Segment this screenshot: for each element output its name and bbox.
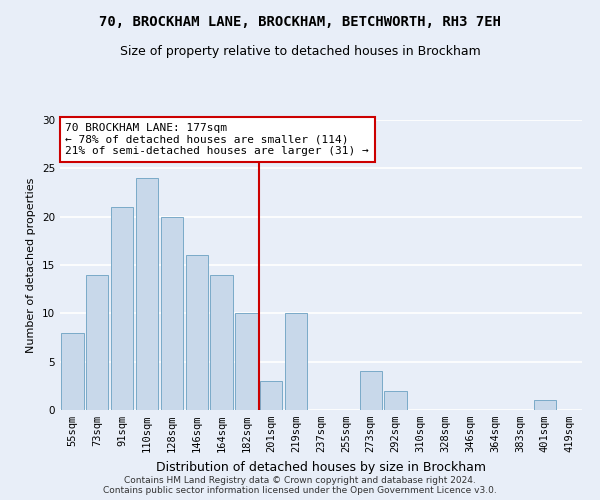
Bar [86, 274, 109, 410]
Bar [235, 314, 257, 410]
Bar [111, 207, 133, 410]
Y-axis label: Number of detached properties: Number of detached properties [26, 178, 37, 352]
X-axis label: Distribution of detached houses by size in Brockham: Distribution of detached houses by size … [156, 460, 486, 473]
Bar [359, 372, 382, 410]
Bar [260, 381, 283, 410]
Bar [385, 390, 407, 410]
Bar [161, 216, 183, 410]
Bar [185, 256, 208, 410]
Bar [533, 400, 556, 410]
Bar [285, 314, 307, 410]
Bar [136, 178, 158, 410]
Bar [61, 332, 83, 410]
Text: Contains HM Land Registry data © Crown copyright and database right 2024.
Contai: Contains HM Land Registry data © Crown c… [103, 476, 497, 495]
Text: Size of property relative to detached houses in Brockham: Size of property relative to detached ho… [119, 45, 481, 58]
Bar [211, 274, 233, 410]
Text: 70 BROCKHAM LANE: 177sqm
← 78% of detached houses are smaller (114)
21% of semi-: 70 BROCKHAM LANE: 177sqm ← 78% of detach… [65, 123, 369, 156]
Text: 70, BROCKHAM LANE, BROCKHAM, BETCHWORTH, RH3 7EH: 70, BROCKHAM LANE, BROCKHAM, BETCHWORTH,… [99, 15, 501, 29]
